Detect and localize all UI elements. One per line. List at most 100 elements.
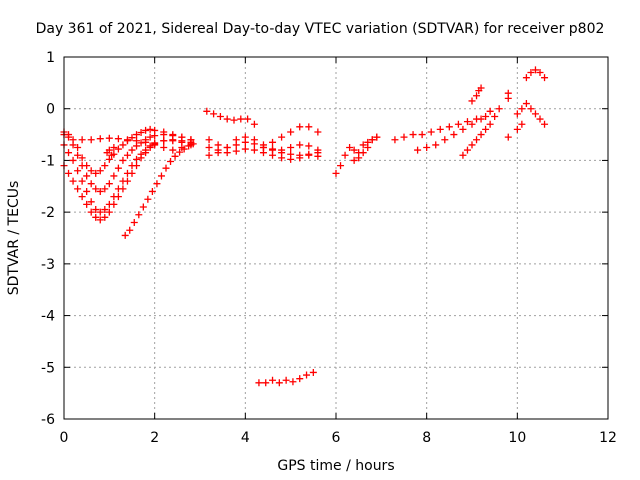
x-tick-label: 0 [60,430,69,446]
data-point-arc-e [169,146,177,154]
data-point-arc-b [92,206,100,214]
data-point-arc-b [123,169,131,177]
data-point-arc-r [468,97,476,105]
data-point-arc-d [74,144,82,151]
data-point-arc-h [305,142,313,150]
data-point-arc-a [87,208,95,216]
data-point-arc-n [359,141,367,149]
data-point-arc-q [463,146,471,154]
data-points [60,66,549,387]
data-point-arc-m [332,169,340,177]
data-point-arc-b [96,208,104,216]
data-point-arc-d [160,128,168,136]
data-point-arc-b [83,187,91,195]
data-point-arc-h [296,141,304,149]
data-point-arc-p [486,107,494,115]
data-point-arc-d [101,162,109,170]
data-point-arc-a [65,169,73,177]
data-point-arc-f [144,195,152,203]
data-point-arc-s [531,110,539,118]
data-point-arc-i [287,155,295,163]
data-point-arc-d [169,131,177,139]
data-point-arc-s [527,105,535,113]
data-point-arc-k [223,115,231,123]
x-tick-label: 8 [422,430,431,446]
data-point-arc-n [364,138,372,146]
plot-frame [63,56,609,420]
data-point-arc-d [151,126,159,134]
data-point-arc-b [78,177,86,185]
data-point-arc-a [83,200,91,208]
data-point-arc-t [531,66,539,74]
data-point-arc-q [495,105,503,113]
data-point-arc-c [92,185,100,193]
chart-title: Day 361 of 2021, Sidereal Day-to-day VTE… [36,21,605,37]
data-point-arc-d [142,126,150,134]
data-point-arc-a [92,213,100,221]
data-point-arc-a [96,216,104,224]
data-point-arc-f [176,148,184,156]
y-tick-label: -3 [41,257,55,273]
data-point-arc-l [303,371,311,379]
data-point-arc-i [305,151,313,159]
data-point-arc-l [262,379,270,387]
data-point-arc-f [148,187,156,195]
x-axis-label: GPS time / hours [277,458,394,474]
data-point-arc-f [153,180,161,188]
data-point-arc-d [105,155,113,163]
data-point-arc-r [477,84,485,92]
data-point-arc-c [114,164,122,172]
data-point-arc-q [482,125,490,133]
data-point-arc-l [275,379,283,387]
data-point-arc-d [83,162,91,170]
data-point-arc-t [522,74,530,82]
data-point-arc-e [114,135,122,143]
data-point-arc-c [119,156,127,164]
y-tick-label: -5 [41,360,55,376]
data-point-arc-c [146,133,154,141]
data-point-arc-p [450,131,458,139]
data-point-arc-d [92,169,100,177]
data-point-arc-p [423,144,431,151]
data-point-arc-n [373,133,381,141]
data-point-arc-l [255,379,263,387]
data-point-arc-b [146,142,154,150]
data-point-arc-s [518,105,526,113]
data-point-arc-i [241,145,249,153]
data-point-arc-m [350,146,358,154]
data-point-arc-g [205,136,213,144]
y-tick-label: -4 [41,309,55,325]
data-point-arc-d [78,154,86,162]
data-point-arc-i [223,149,231,157]
data-point-arc-d [137,129,145,137]
data-point-arc-k [216,112,224,120]
data-point-arc-f [162,164,170,172]
data-point-arc-d [178,133,186,141]
data-point-arc-e [123,136,131,144]
data-point-arc-l [289,378,297,386]
data-point-arc-p [414,146,422,154]
x-tick-label: 4 [241,430,250,446]
data-point-arc-d [96,167,104,175]
data-point-arc-q [459,151,467,159]
data-point-arc-e [105,134,113,142]
y-tick-label: -2 [41,205,55,221]
data-point-arc-b [160,137,168,145]
data-point-arc-p [468,120,476,128]
data-point-arc-c [74,151,82,159]
data-point-arc-f [189,140,197,148]
data-point-arc-j [269,138,277,146]
data-point-arc-u [513,125,521,133]
data-point-arc-b [87,198,95,206]
data-point-arc-h [205,151,213,159]
data-point-arc-c [87,180,95,188]
data-point-arc-f [130,218,138,226]
data-point-arc-j [296,123,304,131]
data-point-arc-l [309,368,317,376]
data-point-arc-p [441,136,449,144]
data-point-arc-q [491,112,499,120]
x-tick-label: 2 [150,430,159,446]
data-point-arc-j [278,133,286,141]
y-tick-label: 1 [46,50,55,66]
